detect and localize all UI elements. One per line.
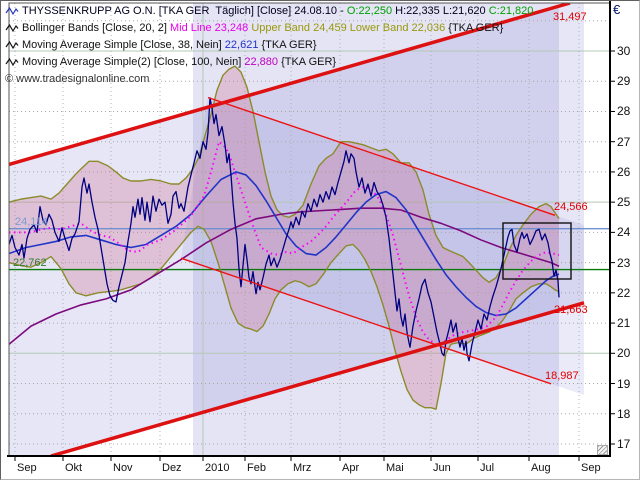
series-boll_lower: [9, 225, 560, 410]
legend-row-5[interactable]: © www.tradesignalonline.com: [5, 72, 533, 85]
y-tick-label-25: 25: [617, 195, 631, 210]
x-tick-label-Aug: Aug: [531, 462, 551, 474]
legend-row-4[interactable]: Moving Average Simple(2) [Close, 100, Ne…: [5, 55, 533, 68]
y-tick-label-23: 23: [617, 255, 631, 270]
y-tick-label-17: 17: [617, 436, 631, 451]
legend-text: THYSSENKRUPP AG O.N. [TKA GER Täglich] […: [22, 4, 347, 17]
legend-text: 22,621: [224, 38, 262, 51]
series-boll_mid: [9, 140, 560, 346]
legend-text: Upper Band 24,459 Lower Band 22,036: [251, 21, 449, 34]
y-tick-label-22: 22: [617, 285, 631, 300]
x-tick-label-Mrz: Mrz: [293, 462, 312, 474]
legend-text: C:21,820: [488, 4, 534, 17]
y-tick-label-20: 20: [617, 346, 631, 361]
legend-text: Bollinger Bands [Close, 20, 2]: [22, 21, 170, 34]
y-tick-label-21: 21: [617, 316, 631, 331]
resize-handle-icon[interactable]: [597, 445, 608, 455]
y-tick-label-30: 30: [617, 44, 631, 58]
y-tick-label-29: 29: [617, 74, 631, 89]
y-tick-label-24: 24: [617, 225, 631, 240]
legend-text: © www.tradesignalonline.com: [5, 72, 150, 85]
legend-text: {TKA GER}: [261, 38, 317, 51]
bollinger-band-fill: [9, 66, 559, 410]
trendline-value-label-21,663: 21,663: [554, 304, 588, 316]
legend-text: O:22,250: [346, 4, 393, 17]
hline-value-label-22,762: 22,762: [13, 257, 47, 269]
x-tick-label-Dez: Dez: [162, 462, 182, 474]
zigzag-icon: [5, 57, 19, 67]
trendline-value-label-31,497: 31,497: [553, 11, 587, 23]
zigzag-icon: [5, 40, 19, 50]
zigzag-icon: [5, 23, 19, 33]
x-tick-label-Sep: Sep: [581, 462, 601, 474]
falling-channel-upper-trendline[interactable]: [207, 96, 556, 216]
currency-label: €: [613, 2, 621, 17]
y-tick-label-19: 19: [617, 376, 631, 391]
x-tick-label-Sep: Sep: [17, 462, 37, 474]
legend-row-3[interactable]: Moving Average Simple [Close, 38, Nein] …: [5, 38, 533, 51]
x-tick-label-Apr: Apr: [342, 462, 360, 474]
hline-value-label-24,114: 24,114: [15, 216, 48, 228]
x-tick-label-Jun: Jun: [433, 462, 451, 474]
x-tick-label-Nov: Nov: [113, 462, 133, 474]
legend-text: H:22,335 L:21,620: [392, 4, 489, 17]
y-tick-label-26: 26: [617, 164, 631, 179]
series-price: [9, 97, 560, 362]
series-sma38: [9, 171, 560, 317]
legend-text: Mid Line 23,248: [169, 21, 252, 34]
series-sma100: [9, 207, 560, 345]
chart-legend: THYSSENKRUPP AG O.N. [TKA GER Täglich] […: [5, 4, 533, 89]
trendline-value-label-24,566: 24,566: [554, 201, 588, 213]
zigzag-icon: [5, 6, 19, 16]
legend-text: {TKA GER}: [281, 55, 337, 68]
x-tick-label-Feb: Feb: [247, 462, 266, 474]
legend-text: 22,880: [244, 55, 282, 68]
y-tick-label-18: 18: [617, 406, 631, 421]
legend-text: {TKA GER}: [448, 21, 504, 34]
rising-channel-upper-trendline[interactable]: [9, 3, 571, 167]
rising-channel-lower-trendline[interactable]: [50, 301, 585, 456]
x-tick-label-Okt: Okt: [65, 462, 83, 474]
trendline-value-label-18,987: 18,987: [545, 370, 579, 382]
x-tick-label-2010: 2010: [205, 462, 230, 474]
legend-text: Moving Average Simple(2) [Close, 100, Ne…: [22, 55, 245, 68]
legend-row-1[interactable]: THYSSENKRUPP AG O.N. [TKA GER Täglich] […: [5, 4, 533, 17]
highlight-box[interactable]: [502, 222, 572, 280]
legend-row-2[interactable]: Bollinger Bands [Close, 20, 2] Mid Line …: [5, 21, 533, 34]
falling-channel-lower-trendline[interactable]: [180, 257, 552, 385]
time-highlight-band: [193, 3, 559, 456]
x-tick-label-Jul: Jul: [480, 462, 495, 474]
legend-text: Moving Average Simple [Close, 38, Nein]: [22, 38, 225, 51]
x-tick-label-Mai: Mai: [386, 462, 404, 474]
y-tick-label-27: 27: [617, 134, 631, 149]
y-tick-label-28: 28: [617, 104, 631, 119]
series-boll_upper: [9, 65, 560, 283]
